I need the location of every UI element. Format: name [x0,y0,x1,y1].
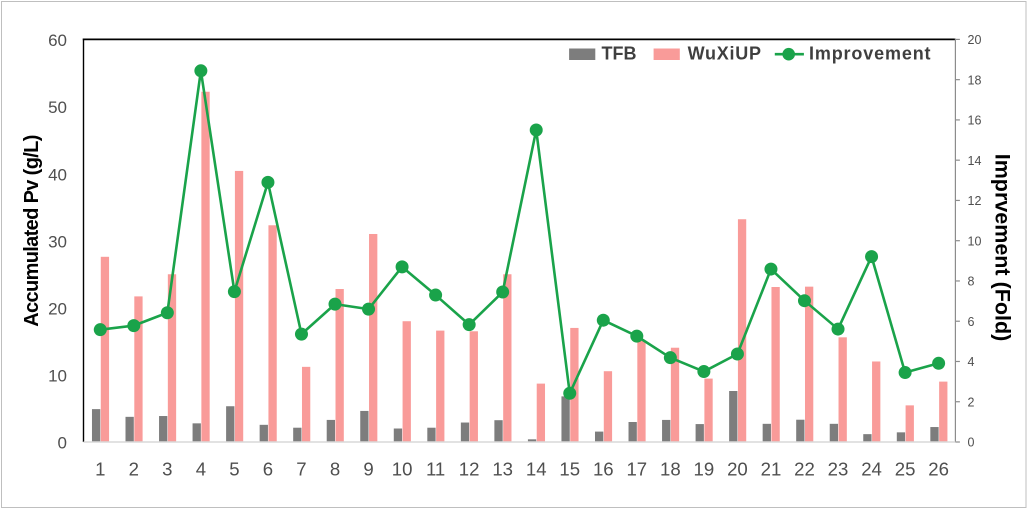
svg-text:11: 11 [426,459,445,480]
svg-text:Accumulated Pv (g/L): Accumulated Pv (g/L) [21,135,43,326]
svg-text:5: 5 [229,459,239,480]
svg-text:10: 10 [392,459,413,480]
svg-text:8: 8 [968,275,975,289]
svg-text:10: 10 [48,367,67,386]
svg-text:TFB: TFB [602,44,637,64]
svg-text:0: 0 [968,436,975,450]
svg-text:16: 16 [968,114,982,128]
svg-text:14: 14 [526,459,547,480]
svg-text:18: 18 [660,459,681,480]
svg-text:3: 3 [162,459,172,480]
svg-text:19: 19 [694,459,715,480]
svg-text:18: 18 [968,73,982,87]
svg-text:24: 24 [861,459,882,480]
svg-text:Imprvement (Fold): Imprvement (Fold) [991,154,1015,342]
svg-text:25: 25 [895,459,916,480]
svg-text:6: 6 [968,315,975,329]
svg-text:0: 0 [58,434,67,453]
svg-text:17: 17 [626,459,647,480]
svg-text:12: 12 [459,459,480,480]
svg-text:30: 30 [48,232,67,251]
svg-text:13: 13 [492,459,513,480]
svg-text:26: 26 [928,459,949,480]
svg-text:WuXiUP: WuXiUP [688,44,762,64]
svg-text:4: 4 [196,459,206,480]
svg-text:15: 15 [559,459,580,480]
svg-text:1: 1 [95,459,105,480]
svg-text:2: 2 [968,395,975,409]
svg-text:21: 21 [761,459,782,480]
svg-text:7: 7 [296,459,306,480]
svg-text:12: 12 [968,194,982,208]
svg-text:6: 6 [263,459,273,480]
svg-text:10: 10 [968,234,982,248]
svg-text:20: 20 [48,300,67,319]
svg-text:40: 40 [48,165,67,184]
svg-text:2: 2 [129,459,139,480]
svg-text:23: 23 [828,459,849,480]
svg-text:14: 14 [968,154,982,168]
svg-text:8: 8 [330,459,340,480]
svg-text:60: 60 [48,31,67,50]
svg-text:20: 20 [727,459,748,480]
svg-text:9: 9 [363,459,373,480]
svg-text:16: 16 [593,459,614,480]
svg-text:50: 50 [48,98,67,117]
svg-text:Improvement: Improvement [809,44,931,64]
svg-text:22: 22 [794,459,815,480]
svg-text:4: 4 [968,355,975,369]
svg-text:20: 20 [968,33,982,47]
